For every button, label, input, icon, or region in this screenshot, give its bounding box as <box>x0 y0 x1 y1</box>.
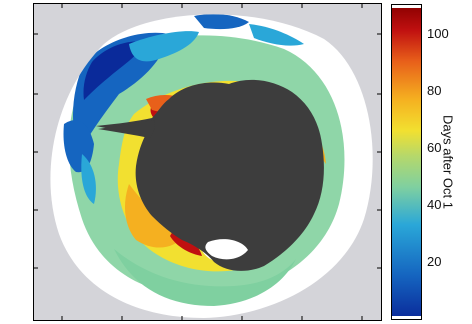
colorbar-tick-label: 100 <box>427 25 449 41</box>
colorbar-title: Days after Oct 1 <box>440 115 456 209</box>
colorbar-tick-label: 20 <box>427 253 442 269</box>
antarctic-peninsula <box>98 120 155 138</box>
colorbar-tick-label: 60 <box>427 139 442 155</box>
colorbar-tick-label: 40 <box>427 196 442 212</box>
ice-shelf <box>205 239 248 260</box>
colorbar <box>391 4 422 320</box>
colorbar-tick-label: 80 <box>427 82 442 98</box>
axis-ticks <box>34 4 381 320</box>
colorbar-gradient <box>392 5 421 319</box>
antarctica-sea-ice-map <box>34 4 381 320</box>
polar-map <box>33 3 382 321</box>
